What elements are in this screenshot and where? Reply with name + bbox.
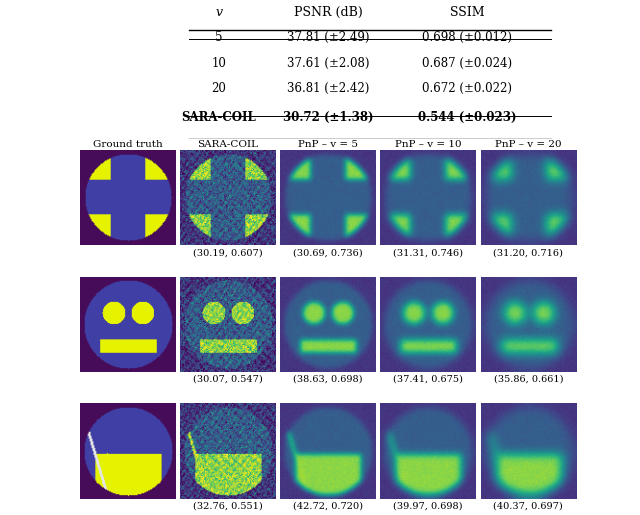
- Text: PSNR (dB): PSNR (dB): [294, 6, 362, 20]
- Text: 5: 5: [215, 31, 223, 44]
- X-axis label: (35.86, 0.661): (35.86, 0.661): [493, 375, 563, 384]
- Text: 0.698 (±0.012): 0.698 (±0.012): [422, 31, 512, 44]
- X-axis label: (38.63, 0.698): (38.63, 0.698): [293, 375, 363, 384]
- Title: PnP – v = 20: PnP – v = 20: [495, 140, 562, 149]
- Text: 0.687 (±0.024): 0.687 (±0.024): [422, 57, 512, 70]
- Text: 0.544 (±0.023): 0.544 (±0.023): [418, 111, 516, 124]
- X-axis label: (37.41, 0.675): (37.41, 0.675): [393, 375, 463, 384]
- Text: 30.72 (±1.38): 30.72 (±1.38): [283, 111, 373, 124]
- X-axis label: (31.20, 0.716): (31.20, 0.716): [493, 248, 563, 257]
- Text: 37.61 (±2.08): 37.61 (±2.08): [287, 57, 369, 70]
- X-axis label: (31.31, 0.746): (31.31, 0.746): [393, 248, 463, 257]
- X-axis label: (42.72, 0.720): (42.72, 0.720): [293, 502, 363, 510]
- Text: SSIM: SSIM: [449, 6, 484, 20]
- Text: SARA-COIL: SARA-COIL: [182, 111, 256, 124]
- Text: 10: 10: [211, 57, 227, 70]
- Text: 37.81 (±2.49): 37.81 (±2.49): [287, 31, 369, 44]
- Title: SARA-COIL: SARA-COIL: [197, 140, 259, 149]
- Text: 0.672 (±0.022): 0.672 (±0.022): [422, 82, 512, 95]
- Title: PnP – v = 5: PnP – v = 5: [298, 140, 358, 149]
- X-axis label: (40.37, 0.697): (40.37, 0.697): [493, 502, 563, 510]
- Text: 20: 20: [211, 82, 227, 95]
- Text: 36.81 (±2.42): 36.81 (±2.42): [287, 82, 369, 95]
- X-axis label: (30.07, 0.547): (30.07, 0.547): [193, 375, 263, 384]
- X-axis label: (32.76, 0.551): (32.76, 0.551): [193, 502, 263, 510]
- Title: Ground truth: Ground truth: [93, 140, 163, 149]
- X-axis label: (30.19, 0.607): (30.19, 0.607): [193, 248, 262, 257]
- Text: v: v: [215, 6, 223, 20]
- Title: PnP – v = 10: PnP – v = 10: [395, 140, 461, 149]
- X-axis label: (39.97, 0.698): (39.97, 0.698): [394, 502, 463, 510]
- X-axis label: (30.69, 0.736): (30.69, 0.736): [293, 248, 363, 257]
